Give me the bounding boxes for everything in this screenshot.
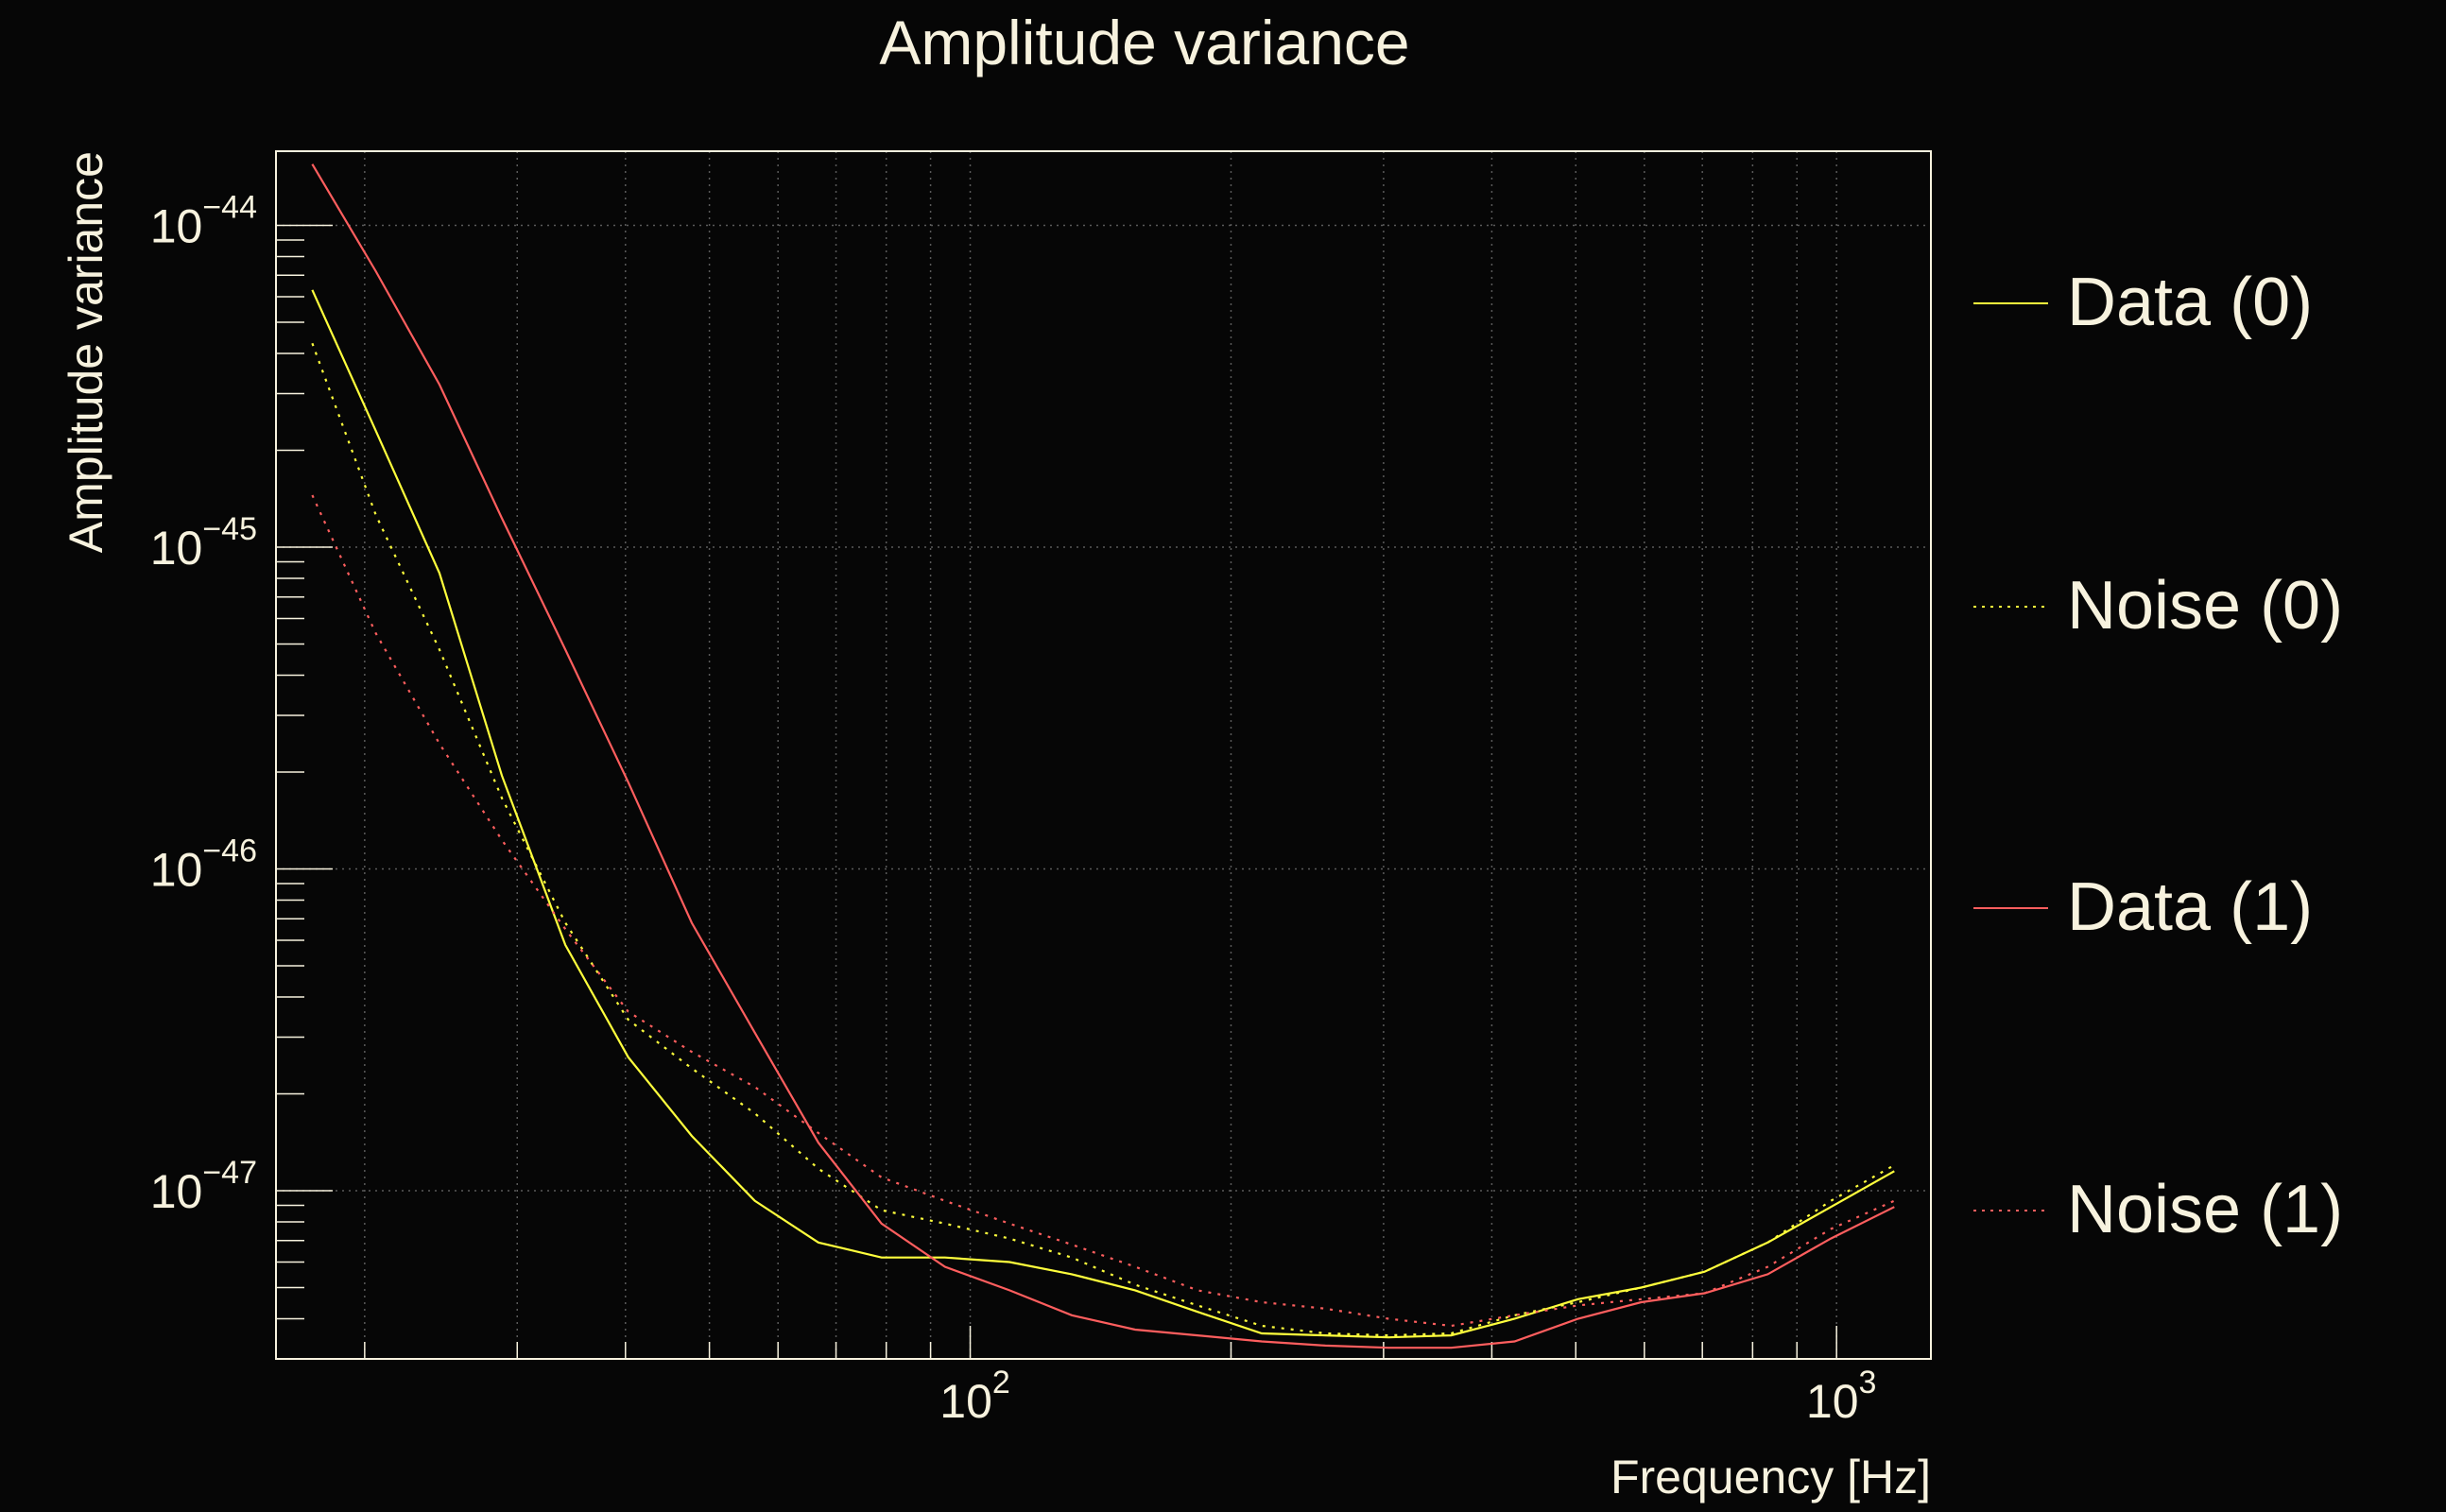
tick-label-exponent: −45: [202, 511, 257, 547]
y-axis-label: Amplitude variance: [60, 151, 112, 553]
legend-label: Noise (1): [2067, 1172, 2343, 1247]
legend-label: Noise (0): [2067, 568, 2343, 644]
y-tick-label: 10−45: [150, 511, 257, 575]
legend-label: Data (1): [2067, 869, 2313, 945]
chart-title: Amplitude variance: [879, 8, 1409, 77]
tick-label-base: 10: [150, 843, 203, 896]
legend-item: Data (1): [1973, 869, 2313, 945]
series-line-data-1: [311, 163, 1895, 1349]
x-tick-label: 102: [939, 1365, 1010, 1428]
tick-label-base: 10: [150, 1165, 203, 1218]
tick-label-exponent: 2: [992, 1365, 1010, 1400]
tick-label-base: 10: [939, 1375, 992, 1428]
y-tick-label: 10−47: [150, 1155, 257, 1218]
y-tick-label: 10−44: [150, 189, 257, 252]
x-axis-label: Frequency [Hz]: [1611, 1451, 1931, 1503]
series-line-noise-1: [311, 494, 1895, 1328]
tick-label-base: 10: [150, 522, 203, 575]
legend: Data (0) Noise (0) Data (1) Noise (1): [1973, 265, 2343, 1247]
tick-label-exponent: −46: [202, 833, 257, 868]
grid: [276, 151, 1931, 1359]
tick-label-exponent: −44: [202, 189, 257, 225]
tick-label-base: 10: [150, 199, 203, 252]
series-lines: [311, 163, 1895, 1349]
legend-item: Noise (0): [1973, 568, 2343, 644]
tick-label-exponent: −47: [202, 1155, 257, 1191]
series-line-data-0: [311, 289, 1895, 1339]
legend-label: Data (0): [2067, 265, 2313, 340]
y-tick-label: 10−46: [150, 833, 257, 896]
plot-frame: [275, 150, 1932, 1360]
tick-label-exponent: 3: [1859, 1365, 1877, 1400]
tick-label-base: 10: [1806, 1375, 1859, 1428]
x-tick-label: 103: [1806, 1365, 1877, 1428]
series-line-noise-0: [311, 342, 1895, 1337]
legend-item: Data (0): [1973, 265, 2313, 340]
legend-item: Noise (1): [1973, 1172, 2343, 1247]
axis-ticks: [276, 224, 1837, 1360]
